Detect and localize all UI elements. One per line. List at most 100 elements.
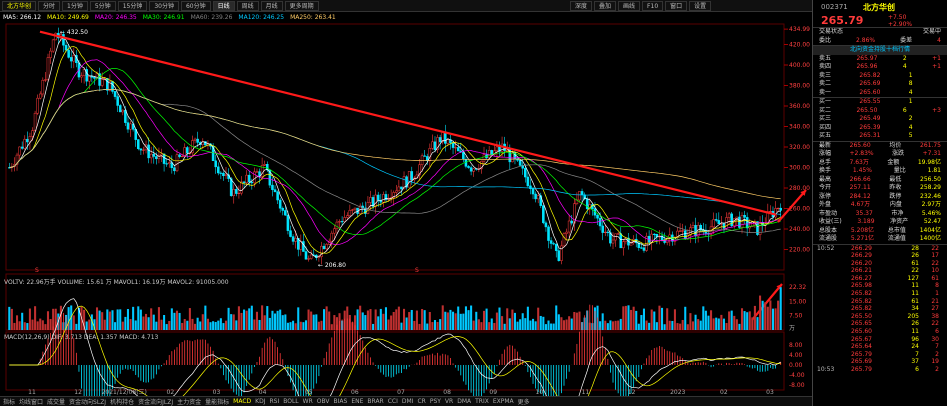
- candle-body: [524, 167, 527, 178]
- tab-period-8[interactable]: 月线: [260, 0, 283, 11]
- x-tick-label: 2023: [670, 389, 685, 396]
- indicator-tab[interactable]: RSI: [269, 398, 280, 405]
- volume-bar: [426, 323, 429, 330]
- indicator-tab[interactable]: WR: [302, 398, 313, 405]
- volume-bar: [18, 321, 21, 330]
- tool-tab-2[interactable]: 画线: [618, 1, 641, 11]
- indicator-tab[interactable]: 主力资金: [177, 399, 202, 406]
- volume-bar: [196, 317, 199, 330]
- volume-bar: [15, 315, 19, 330]
- candle-body: [542, 205, 545, 224]
- stat-row: 今开 257.11 昨收 258.29: [819, 184, 941, 191]
- tab-period-4[interactable]: 30分钟: [149, 0, 179, 11]
- up-arrow-volume: [751, 283, 783, 321]
- indicator-tab[interactable]: CCI: [387, 398, 398, 405]
- volume-bar: [472, 320, 475, 330]
- volume-bar: [524, 318, 527, 330]
- candle-body: [397, 186, 401, 192]
- volume-bar: [402, 308, 406, 330]
- book-label: 卖一: [819, 88, 832, 96]
- indicator-tab[interactable]: 更多: [517, 399, 530, 406]
- candle-body: [62, 34, 65, 46]
- indicator-tab[interactable]: 量能指标: [205, 399, 230, 406]
- tool-tab-1[interactable]: 叠加: [594, 1, 617, 11]
- volume-bar: [400, 322, 403, 330]
- tool-tab-5[interactable]: 设置: [689, 1, 712, 11]
- volume-bar: [454, 313, 457, 330]
- candle-body: [38, 93, 42, 99]
- tool-tab-4[interactable]: 窗口: [665, 1, 688, 11]
- candle-body: [340, 221, 344, 223]
- volume-bar: [320, 320, 323, 330]
- trade-row: 265.82 34 27: [851, 305, 939, 313]
- indicator-tab[interactable]: ENE: [351, 398, 364, 405]
- volume-bar: [658, 305, 661, 330]
- volume-bar: [328, 311, 331, 330]
- tool-tab-0[interactable]: 深度: [570, 1, 593, 11]
- candle-body: [229, 178, 233, 196]
- indicator-tab[interactable]: KDJ: [255, 398, 266, 405]
- indicator-tab[interactable]: 均线窗口: [19, 399, 44, 406]
- indicator-tab[interactable]: 资金流向JLZJ: [138, 399, 174, 406]
- candle-body: [291, 236, 295, 242]
- candle-body: [286, 214, 290, 231]
- volume-bar: [10, 308, 13, 330]
- volume-bar: [663, 324, 666, 330]
- volume-bar: [155, 321, 158, 330]
- tab-period-1[interactable]: 1分钟: [62, 0, 88, 11]
- indicator-tab[interactable]: BIAS: [333, 398, 348, 405]
- indicator-tab[interactable]: EXPMA: [492, 398, 514, 405]
- candle-body: [72, 55, 76, 62]
- candle-body: [438, 137, 442, 143]
- quote-panel: 002371 北方华创 265.79 +7.50 +2.90% 交易状态 交易中 委…: [812, 0, 947, 406]
- indicator-tab[interactable]: BRAR: [367, 398, 384, 405]
- indicator-tab[interactable]: DMA: [457, 398, 472, 405]
- volume-bar: [384, 307, 388, 330]
- indicator-tab[interactable]: 成交量: [47, 399, 66, 406]
- volume-bar: [183, 319, 186, 330]
- volume-bar: [284, 314, 287, 330]
- candle-body: [353, 207, 357, 211]
- indicator-tab[interactable]: BOLL: [283, 398, 299, 405]
- indicator-tab[interactable]: CR: [417, 398, 426, 405]
- tool-tab-3[interactable]: F10: [642, 1, 664, 11]
- candle-body: [18, 146, 21, 156]
- tab-period-5[interactable]: 60分钟: [180, 0, 211, 11]
- volume-bar: [735, 319, 738, 330]
- candle-body: [242, 181, 246, 183]
- dea-line: [9, 305, 781, 396]
- candle-body: [162, 153, 166, 164]
- volume-bar: [526, 306, 529, 330]
- book-price: 265.50: [856, 106, 878, 114]
- candle-body: [183, 147, 187, 157]
- indicator-tab[interactable]: OBV: [316, 398, 330, 405]
- tab-period-3[interactable]: 15分钟: [117, 0, 148, 11]
- tab-period-6[interactable]: 日线: [212, 0, 235, 11]
- tab-period-0[interactable]: 分时: [38, 0, 61, 11]
- indicator-tab[interactable]: MACD: [233, 398, 252, 405]
- indicator-tab[interactable]: VR: [444, 398, 454, 405]
- indicator-tab[interactable]: 资金动向SLZJ: [69, 399, 107, 406]
- kline-chart[interactable]: 434.99 420.00 400.00 380.00 360.00 340.00 320.…: [0, 0, 812, 396]
- volume-bar: [539, 315, 542, 330]
- candle-body: [80, 75, 83, 78]
- volume-bar: [333, 315, 336, 330]
- candle-body: [480, 160, 483, 170]
- volume-bar: [93, 319, 96, 330]
- indicator-tab[interactable]: 指标: [3, 399, 16, 406]
- tab-period-7[interactable]: 周线: [236, 0, 259, 11]
- ma-legend: MA5: 266.12 MA10: 249.69 MA20: 246.35 MA30:…: [0, 12, 812, 23]
- volume-bar: [702, 306, 705, 330]
- volume-bar: [769, 300, 772, 330]
- candle-body: [699, 225, 703, 231]
- indicator-tab[interactable]: PSY: [429, 398, 441, 405]
- indicator-tab[interactable]: TRIX: [475, 398, 489, 405]
- indicator-tab[interactable]: 机构持仓: [110, 399, 135, 406]
- tab-period-9[interactable]: 更多周期: [284, 0, 319, 11]
- indicator-tab[interactable]: DMI: [401, 398, 414, 405]
- ma-line-20: [9, 59, 781, 246]
- candle-body: [222, 172, 225, 177]
- tab-period-2[interactable]: 5分钟: [89, 0, 116, 11]
- stat-row: 总股本 5.208亿 总市值 1404亿: [819, 226, 941, 234]
- volume-bar: [534, 321, 537, 330]
